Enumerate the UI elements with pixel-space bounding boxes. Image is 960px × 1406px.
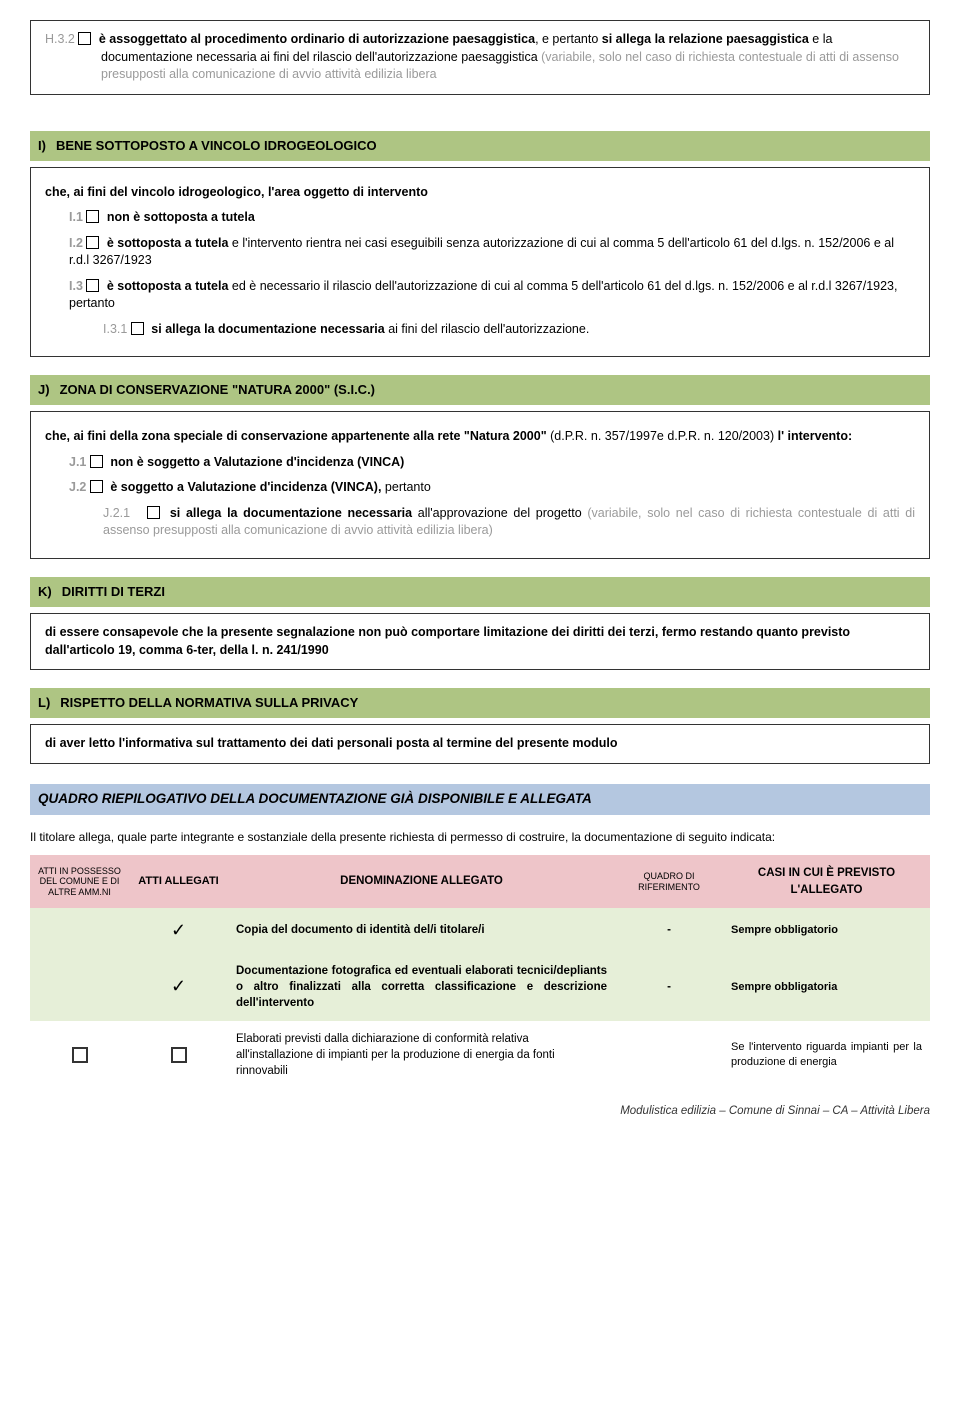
quadro-header: QUADRO RIEPILOGATIVO DELLA DOCUMENTAZION…	[30, 784, 930, 815]
i2-bold: è sottoposta a tutela	[107, 236, 229, 250]
section-k-box: di essere consapevole che la presente se…	[30, 613, 930, 670]
section-l-text: di aver letto l'informativa sul trattame…	[45, 736, 618, 750]
table-row-1: ✓ Copia del documento di identità del/i …	[30, 908, 930, 953]
r2c4: -	[615, 953, 723, 1021]
section-k-letter: K)	[38, 584, 52, 599]
item-i1: I.1 non è sottoposta a tutela	[69, 209, 915, 227]
item-i31: I.3.1 si allega la documentazione necess…	[103, 321, 915, 339]
r1c5: Sempre obbligatorio	[723, 908, 930, 953]
section-i-title: BENE SOTTOPOSTO A VINCOLO IDROGEOLOGICO	[56, 138, 377, 153]
checkbox[interactable]	[86, 279, 99, 292]
r1c2-check: ✓	[129, 908, 228, 953]
section-i-letter: I)	[38, 138, 46, 153]
j21-label: J.2.1	[103, 506, 130, 520]
section-k-text: di essere consapevole che la presente se…	[45, 625, 850, 657]
checkbox[interactable]	[171, 1047, 187, 1063]
section-i-header: I) BENE SOTTOPOSTO A VINCOLO IDROGEOLOGIC…	[30, 131, 930, 161]
r1c5-text: Sempre obbligatorio	[731, 924, 838, 936]
item-j1: J.1 non è soggetto a Valutazione d'incid…	[69, 454, 915, 472]
i1-text: non è sottoposta a tutela	[107, 210, 255, 224]
checkbox[interactable]	[78, 32, 91, 45]
th5: CASI IN CUI È PREVISTO L'ALLEGATO	[723, 855, 930, 907]
item-i2: I.2 è sottoposta a tutela e l'intervento…	[69, 235, 915, 270]
checkbox[interactable]	[86, 236, 99, 249]
section-i-intro: che, ai fini del vincolo idrogeologico, …	[45, 184, 915, 202]
doc-table: ATTI IN POSSESSO DEL COMUNE E DI ALTRE A…	[30, 855, 930, 1089]
h32-bold2: si allega la relazione paesaggistica	[602, 32, 809, 46]
checkbox[interactable]	[131, 322, 144, 335]
i1-label: I.1	[69, 210, 83, 224]
section-k-title: DIRITTI DI TERZI	[62, 584, 165, 599]
h32-box: H.3.2 è assoggettato al procedimento ord…	[30, 20, 930, 95]
h32-mid1: , e pertanto	[535, 32, 602, 46]
i3-bold: è sottoposta a tutela	[107, 279, 229, 293]
r2c3: Documentazione fotografica ed eventuali …	[228, 953, 615, 1021]
r1c4: -	[615, 908, 723, 953]
section-i-box: che, ai fini del vincolo idrogeologico, …	[30, 167, 930, 358]
i3-label: I.3	[69, 279, 83, 293]
r3c2	[129, 1021, 228, 1089]
item-j21: J.2.1 si allega la documentazione necess…	[103, 505, 915, 540]
j2-label: J.2	[69, 480, 86, 494]
checkbox[interactable]	[90, 480, 103, 493]
h32-prefix: H.3.2	[45, 32, 75, 46]
h32-content: H.3.2 è assoggettato al procedimento ord…	[45, 31, 915, 84]
i31-text: ai fini del rilascio dell'autorizzazione…	[385, 322, 590, 336]
r2c3-text: Documentazione fotografica ed eventuali …	[236, 965, 607, 1009]
j2-text: pertanto	[381, 480, 430, 494]
j-intro-plain1: (d.P.R. n. 357/1997e d.P.R. n. 120/2003)	[547, 429, 778, 443]
r2c1	[30, 953, 129, 1021]
item-j2: J.2 è soggetto a Valutazione d'incidenza…	[69, 479, 915, 497]
page-footer: Modulistica edilizia – Comune di Sinnai …	[30, 1103, 930, 1119]
r1c1	[30, 908, 129, 953]
section-j-box: che, ai fini della zona speciale di cons…	[30, 411, 930, 559]
r2c5-text: Sempre obbligatoria	[731, 981, 837, 993]
section-i-intro-text: che, ai fini del vincolo idrogeologico, …	[45, 185, 428, 199]
r1c3: Copia del documento di identità del/i ti…	[228, 908, 615, 953]
checkbox[interactable]	[72, 1047, 88, 1063]
i31-label: I.3.1	[103, 322, 127, 336]
j21-bold: si allega la documentazione necessaria	[170, 506, 412, 520]
section-j-title: ZONA DI CONSERVAZIONE "NATURA 2000" (S.I…	[60, 382, 375, 397]
table-row-3: Elaborati previsti dalla dichiarazione d…	[30, 1021, 930, 1089]
j1-text: non è soggetto a Valutazione d'incidenza…	[110, 455, 404, 469]
th3: DENOMINAZIONE ALLEGATO	[228, 855, 615, 907]
th4: QUADRO DI RIFERIMENTO	[615, 855, 723, 907]
section-l-letter: L)	[38, 695, 50, 710]
j1-label: J.1	[69, 455, 86, 469]
th1: ATTI IN POSSESSO DEL COMUNE E DI ALTRE A…	[30, 855, 129, 907]
section-l-title: RISPETTO DELLA NORMATIVA SULLA PRIVACY	[60, 695, 358, 710]
j21-text: all'approvazione del progetto	[412, 506, 587, 520]
r3c4	[615, 1021, 723, 1089]
section-l-header: L) RISPETTO DELLA NORMATIVA SULLA PRIVACY	[30, 688, 930, 718]
section-l-box: di aver letto l'informativa sul trattame…	[30, 724, 930, 764]
j-intro-bold: che, ai fini della zona speciale di cons…	[45, 429, 547, 443]
section-k-header: K) DIRITTI DI TERZI	[30, 577, 930, 607]
i2-label: I.2	[69, 236, 83, 250]
r2c2-check: ✓	[129, 953, 228, 1021]
section-j-header: J) ZONA DI CONSERVAZIONE "NATURA 2000" (S…	[30, 375, 930, 405]
section-j-letter: J)	[38, 382, 50, 397]
j2-bold: è soggetto a Valutazione d'incidenza (VI…	[110, 480, 381, 494]
r2c4-text: -	[667, 981, 671, 993]
table-header-row: ATTI IN POSSESSO DEL COMUNE E DI ALTRE A…	[30, 855, 930, 907]
quadro-intro: Il titolare allega, quale parte integran…	[30, 829, 930, 846]
r3c5: Se l'intervento riguarda impianti per la…	[723, 1021, 930, 1089]
r3c1	[30, 1021, 129, 1089]
h32-bold1: è assoggettato al procedimento ordinario…	[99, 32, 535, 46]
item-i3: I.3 è sottoposta a tutela ed è necessari…	[69, 278, 915, 313]
checkbox[interactable]	[90, 455, 103, 468]
r2c5: Sempre obbligatoria	[723, 953, 930, 1021]
r1c3-text: Copia del documento di identità del/i ti…	[236, 924, 485, 936]
i31-bold: si allega la documentazione necessaria	[151, 322, 384, 336]
section-j-intro: che, ai fini della zona speciale di cons…	[45, 428, 915, 446]
j-intro-bold2: l' intervento:	[778, 429, 853, 443]
checkbox[interactable]	[86, 210, 99, 223]
r1c4-text: -	[667, 924, 671, 936]
checkbox[interactable]	[147, 506, 160, 519]
th2: ATTI ALLEGATI	[129, 855, 228, 907]
r3c3: Elaborati previsti dalla dichiarazione d…	[228, 1021, 615, 1089]
table-row-2: ✓ Documentazione fotografica ed eventual…	[30, 953, 930, 1021]
